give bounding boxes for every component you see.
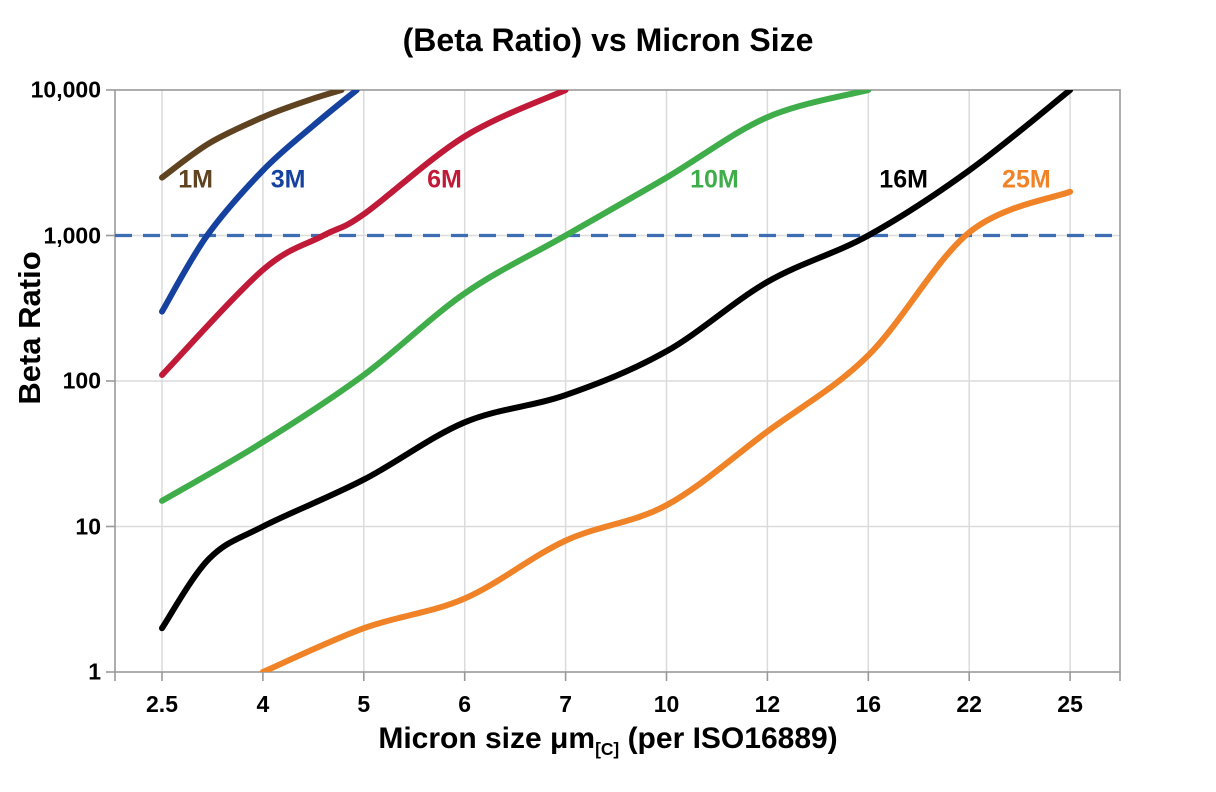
x-tick-label: 22 — [956, 691, 982, 717]
x-tick-label: 2.5 — [146, 691, 178, 717]
series-label-10m: 10M — [690, 165, 739, 194]
series-curve-10m — [159, 90, 872, 504]
series-label-25m: 25M — [1002, 165, 1051, 194]
series-curve-16m — [159, 90, 1074, 632]
x-tick-label: 12 — [754, 691, 781, 717]
x-tick-label: 10 — [653, 691, 680, 717]
y-tick-label: 1,000 — [43, 222, 101, 248]
series-label-3m: 3M — [270, 165, 306, 194]
gridlines — [115, 90, 1120, 672]
x-tick-label: 16 — [855, 691, 882, 717]
series-curve-6m — [159, 90, 569, 378]
x-axis-title-main: Micron size μm — [378, 722, 596, 755]
x-tick-label: 4 — [256, 691, 270, 717]
x-tick-label: 7 — [559, 691, 572, 717]
x-axis-title: Micron size μm[C] (per ISO16889) — [0, 722, 1216, 760]
x-axis-title-subscript: [C] — [595, 739, 620, 759]
y-tick-label: 100 — [62, 367, 101, 394]
y-tick-label: 1 — [88, 658, 101, 685]
chart-title: (Beta Ratio) vs Micron Size — [402, 22, 814, 58]
y-tick-label: 10,000 — [30, 76, 101, 103]
series-label-16m: 16M — [879, 165, 928, 194]
axis-tick-marks — [106, 89, 1121, 681]
series-curve-3m — [159, 90, 360, 315]
series-label-1m: 1M — [178, 165, 213, 194]
y-tick-label: 10 — [75, 513, 101, 539]
series-curve-25m — [259, 188, 1074, 672]
x-tick-label: 5 — [357, 691, 371, 717]
series-curve-1m — [159, 90, 345, 181]
x-tick-label: 25 — [1057, 691, 1083, 717]
x-axis-title-suffix: (per ISO16889) — [619, 722, 838, 755]
series-label-6m: 6M — [427, 165, 462, 194]
x-tick-label: 6 — [458, 691, 472, 717]
